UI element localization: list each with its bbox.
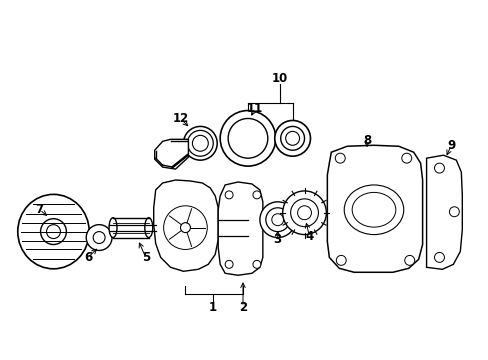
Text: 9: 9 <box>447 139 455 152</box>
Ellipse shape <box>109 218 117 238</box>
Circle shape <box>86 225 112 251</box>
Circle shape <box>224 260 233 268</box>
Circle shape <box>290 199 318 227</box>
Circle shape <box>259 202 295 238</box>
Polygon shape <box>218 182 263 275</box>
Circle shape <box>335 153 345 163</box>
Circle shape <box>163 206 207 249</box>
Text: 7: 7 <box>36 203 43 216</box>
Ellipse shape <box>344 185 403 235</box>
Circle shape <box>285 131 299 145</box>
Circle shape <box>271 214 283 226</box>
Text: 5: 5 <box>142 251 150 264</box>
Polygon shape <box>153 180 218 271</box>
Text: 4: 4 <box>305 230 313 243</box>
Text: 1: 1 <box>209 301 217 314</box>
Circle shape <box>404 255 414 265</box>
Circle shape <box>265 208 289 231</box>
Circle shape <box>274 121 310 156</box>
Polygon shape <box>326 145 422 272</box>
Ellipse shape <box>192 135 208 151</box>
Ellipse shape <box>187 130 213 156</box>
Ellipse shape <box>18 194 89 269</box>
Circle shape <box>228 118 267 158</box>
Text: 8: 8 <box>362 134 370 147</box>
Circle shape <box>434 163 444 173</box>
Text: 12: 12 <box>172 112 188 125</box>
Circle shape <box>252 260 260 268</box>
Text: 2: 2 <box>239 301 246 314</box>
Text: 3: 3 <box>273 233 281 246</box>
Circle shape <box>220 111 275 166</box>
Circle shape <box>252 191 260 199</box>
Circle shape <box>448 207 458 217</box>
Text: 6: 6 <box>84 251 92 264</box>
Text: 10: 10 <box>271 72 287 85</box>
Polygon shape <box>426 155 461 269</box>
Circle shape <box>93 231 105 243</box>
Circle shape <box>41 219 66 244</box>
Circle shape <box>297 206 311 220</box>
Circle shape <box>336 255 346 265</box>
Text: 11: 11 <box>246 102 263 115</box>
Ellipse shape <box>183 126 217 160</box>
Polygon shape <box>154 139 188 169</box>
Circle shape <box>180 223 190 233</box>
Circle shape <box>46 225 61 239</box>
Ellipse shape <box>351 192 395 227</box>
Circle shape <box>282 191 325 235</box>
Circle shape <box>401 153 411 163</box>
Ellipse shape <box>144 218 152 238</box>
Circle shape <box>434 252 444 262</box>
Circle shape <box>280 126 304 150</box>
Circle shape <box>224 191 233 199</box>
